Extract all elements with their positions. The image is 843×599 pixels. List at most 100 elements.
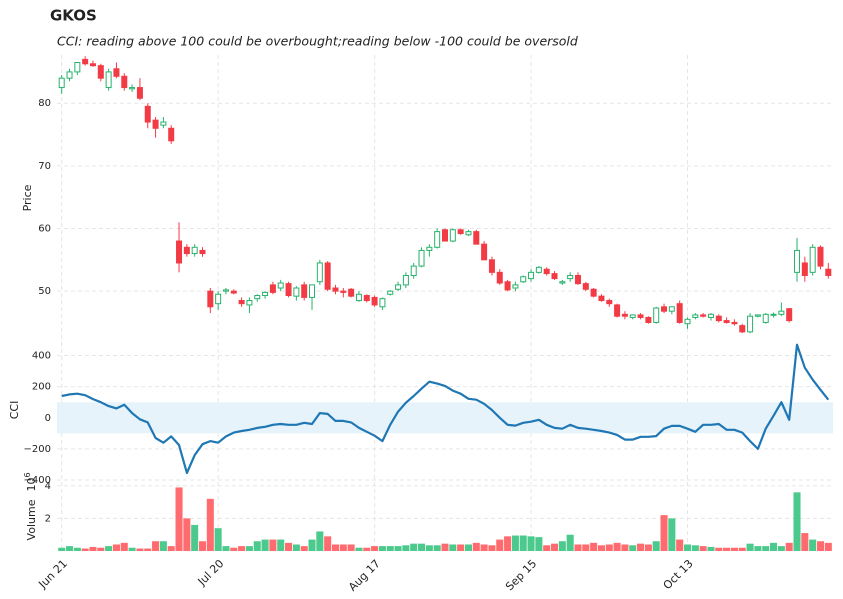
volume-bar [175, 487, 183, 551]
volume-bar [527, 536, 535, 551]
y-tick-label: 80 [38, 98, 51, 109]
candle-body [778, 310, 785, 315]
y-tick-label: 60 [38, 224, 51, 235]
volume-bar [198, 541, 207, 551]
volume-bar [629, 545, 637, 551]
candle-body [371, 296, 378, 306]
volume-bar [723, 547, 731, 551]
volume-bar [277, 539, 285, 551]
volume-bar [652, 541, 660, 551]
candle-body [340, 290, 347, 293]
candle-body [426, 246, 433, 251]
candle-body [614, 304, 621, 317]
candle-body [89, 63, 96, 67]
candle-body [692, 314, 699, 318]
candle-body [817, 246, 824, 267]
y-tick-label: 4 [45, 481, 51, 492]
candle-body [770, 313, 777, 316]
candle-body [496, 271, 503, 284]
volume-bar [754, 546, 762, 551]
volume-bar [504, 536, 512, 551]
candle-body [707, 313, 714, 318]
volume-bar [730, 547, 738, 551]
candle-body [160, 121, 167, 126]
volume-bar [159, 541, 167, 551]
candle-body [222, 289, 229, 292]
candle-body [606, 300, 613, 305]
candle-body [520, 276, 527, 283]
y-tick-label: 200 [32, 382, 51, 393]
volume-bar [746, 543, 754, 551]
volume-bar [644, 544, 652, 551]
volume-bar [144, 548, 152, 551]
volume-bar [770, 542, 778, 551]
candle-body [129, 87, 136, 90]
candle-body [747, 315, 754, 333]
volume-bar [543, 545, 551, 551]
volume-bar [605, 544, 613, 551]
candle-body [316, 262, 323, 283]
candle-body [441, 229, 449, 242]
y-axis-label: Volume [25, 499, 38, 540]
volume-bar [339, 544, 347, 551]
y-tick-label: 70 [38, 161, 51, 172]
volume-bar [371, 546, 379, 551]
volume-bar [777, 546, 785, 551]
y-tick-label: −400 [24, 475, 51, 486]
volume-bar [331, 544, 340, 551]
volume-bar [574, 544, 582, 551]
candle-body [559, 281, 566, 284]
volume-bar [191, 524, 199, 551]
volume-bar [355, 547, 363, 551]
candle-body [269, 284, 276, 293]
candle-body [230, 290, 237, 294]
candle-body [543, 268, 550, 275]
volume-bar [683, 544, 692, 551]
y-tick-label: 0 [45, 413, 51, 424]
offset-exponent: 6 [23, 472, 32, 477]
candle-body [723, 320, 730, 323]
volume-bar [136, 548, 144, 551]
volume-bar [660, 515, 668, 551]
candle-body [254, 295, 261, 300]
volume-bar [496, 539, 504, 551]
y-axis-label: CCI [8, 401, 21, 420]
candle-body [215, 293, 222, 305]
volume-bar [230, 547, 238, 551]
volume-bar [472, 542, 480, 551]
candle-body [629, 314, 636, 318]
volume-bar [128, 547, 136, 551]
x-tick-label: Jun 21 [36, 557, 70, 591]
candle-body [488, 259, 495, 273]
volume-bar [535, 537, 543, 551]
candle-body [551, 273, 558, 280]
volume-bar [285, 542, 293, 551]
candle-body [355, 293, 362, 302]
volume-bar [58, 547, 66, 551]
volume-bar [308, 539, 316, 551]
volume-bar [613, 542, 621, 551]
volume-bar [676, 539, 684, 551]
candle-body [363, 295, 370, 302]
volume-bar [105, 546, 113, 551]
volume-bar [386, 546, 394, 551]
volume-bar [378, 546, 386, 551]
candle-body [293, 287, 300, 297]
candle-body [504, 281, 511, 291]
volume-bar [809, 539, 817, 551]
candle-body [825, 268, 832, 276]
volume-bar [597, 545, 605, 551]
candle-body [762, 313, 769, 323]
volume-bar [183, 518, 191, 551]
volume-bar [621, 544, 629, 551]
candle-body [176, 240, 183, 264]
y-tick-label: 50 [38, 286, 51, 297]
candle-body [136, 87, 143, 99]
candle-body [465, 231, 472, 236]
candle-body [277, 282, 284, 289]
volume-bar [441, 543, 449, 551]
volume-bar [488, 545, 496, 551]
volume-bar [691, 545, 699, 551]
volume-bar [433, 545, 441, 551]
